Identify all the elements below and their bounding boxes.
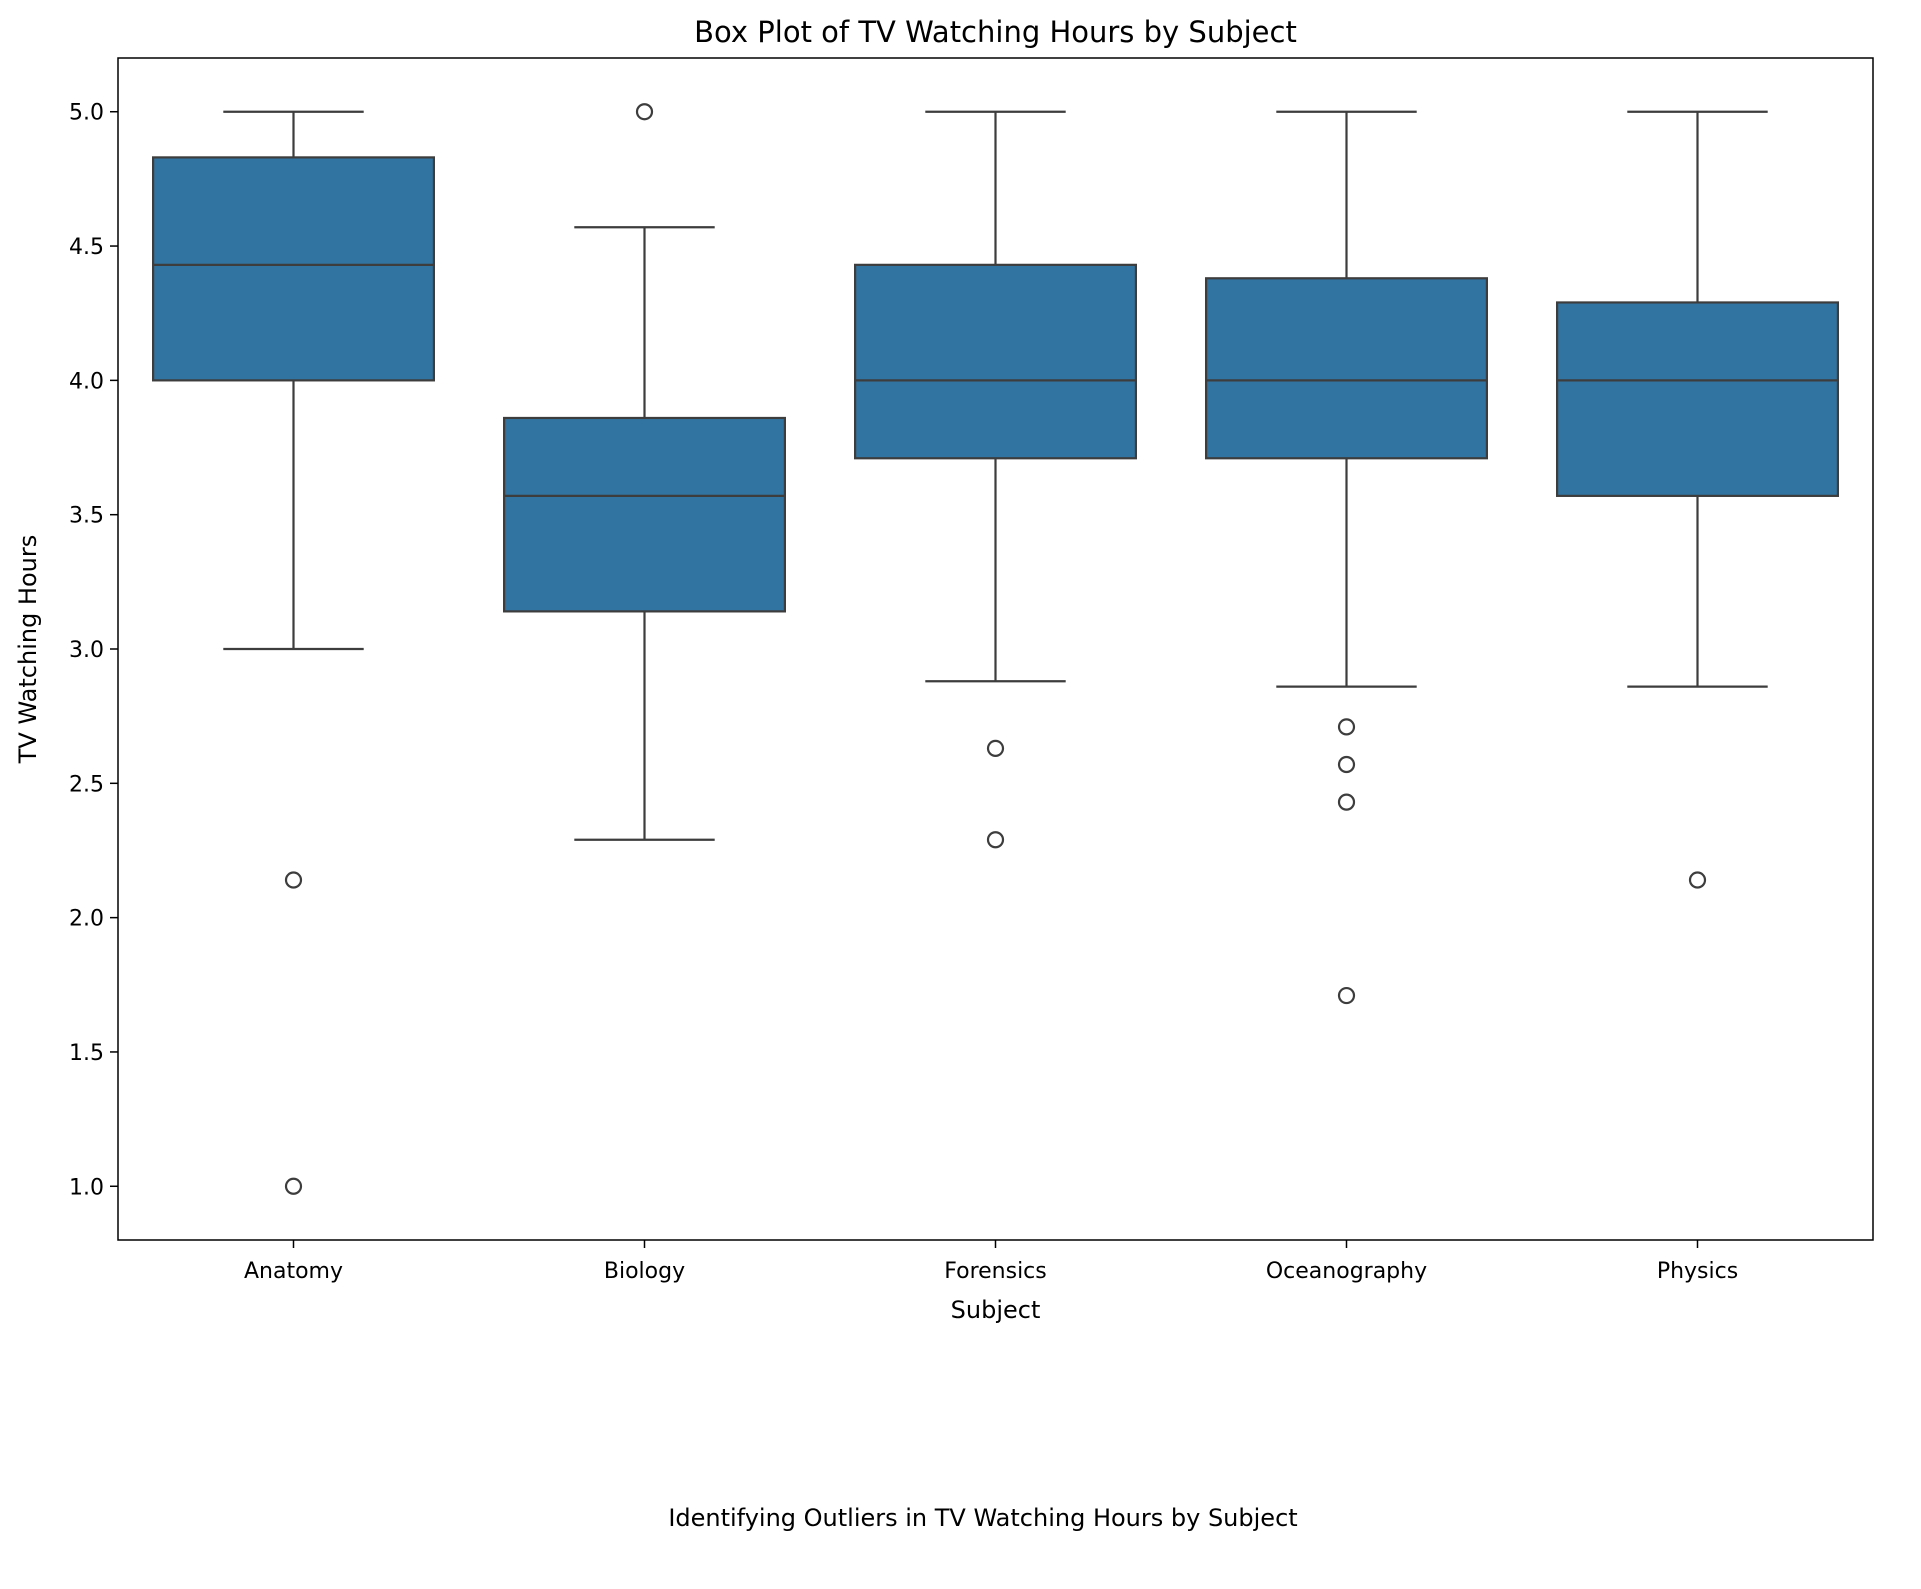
box-iqr <box>853 263 1137 460</box>
x-tick-label-oceanography: Oceanography <box>1266 1259 1427 1284</box>
box-iqr <box>503 416 786 613</box>
x-axis-label: Subject <box>951 1296 1041 1324</box>
y-tick-label: 2.5 <box>69 772 104 797</box>
plot-frame <box>117 57 1874 1241</box>
y-tick-label: 1.0 <box>69 1175 104 1200</box>
y-tick-label: 2.0 <box>69 907 104 932</box>
outlier-point <box>1337 718 1356 736</box>
outlier-point <box>635 103 654 121</box>
x-tick-label-forensics: Forensics <box>944 1259 1047 1284</box>
outlier-point <box>1337 793 1356 811</box>
outlier-point <box>284 871 303 889</box>
y-tick-label: 4.5 <box>69 235 104 260</box>
outlier-point <box>284 1177 303 1195</box>
box-group-physics <box>1555 110 1839 889</box>
y-tick-label: 5.0 <box>69 101 104 126</box>
ticks-layer: 1.0 1.5 2.0 2.5 3.0 3.5 4.0 4.5 5.0 Anatomy Biolog… <box>69 101 1738 1284</box>
box-group-anatomy <box>152 110 435 1195</box>
y-axis-label: TV Watching Hours <box>14 535 42 764</box>
box-iqr <box>1204 277 1488 460</box>
box-group-oceanography <box>1204 110 1488 1005</box>
x-tick-label-biology: Biology <box>604 1259 685 1284</box>
y-tick-label: 3.0 <box>69 638 104 663</box>
boxes-layer <box>152 103 1839 1195</box>
y-tick-label: 3.5 <box>69 504 104 529</box>
outlier-point <box>1337 755 1356 774</box>
box-group-biology <box>503 103 786 841</box>
box-iqr <box>1555 301 1839 497</box>
y-tick-label: 1.5 <box>69 1041 104 1066</box>
x-tick-label-physics: Physics <box>1657 1259 1738 1284</box>
outlier-point <box>1337 986 1356 1005</box>
chart-title: Box Plot of TV Watching Hours by Subject <box>694 15 1297 49</box>
outlier-point <box>1688 871 1707 889</box>
outlier-point <box>986 739 1005 757</box>
chart-caption: Identifying Outliers in TV Watching Hour… <box>668 1504 1297 1532</box>
outlier-point <box>986 831 1005 849</box>
y-tick-label: 4.0 <box>69 369 104 394</box>
box-iqr <box>152 156 435 382</box>
x-tick-label-anatomy: Anatomy <box>244 1259 343 1284</box>
box-group-forensics <box>853 110 1137 849</box>
